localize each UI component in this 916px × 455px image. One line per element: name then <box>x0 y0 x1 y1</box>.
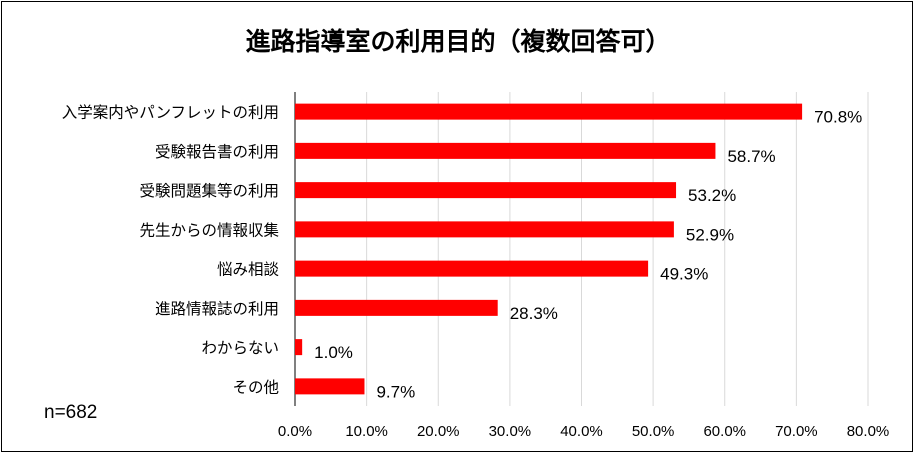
chart-title: 進路指導室の利用目的（複数回答可） <box>245 27 671 56</box>
bar <box>295 378 365 395</box>
data-label: 28.3% <box>510 304 558 323</box>
x-tick-label: 30.0% <box>489 423 532 440</box>
data-label: 70.8% <box>814 108 862 127</box>
sample-size-note: n=682 <box>44 402 98 423</box>
category-label: わからない <box>201 339 279 357</box>
bar <box>295 339 303 356</box>
bar <box>295 142 716 159</box>
category-label: 受験報告書の利用 <box>155 143 279 161</box>
category-label: 悩み相談 <box>217 261 279 279</box>
x-tick-label: 50.0% <box>632 423 675 440</box>
x-tick-label: 70.0% <box>775 423 818 440</box>
data-label: 9.7% <box>376 382 415 401</box>
bar <box>295 260 649 277</box>
data-label: 1.0% <box>314 343 353 362</box>
x-tick-label: 20.0% <box>417 423 460 440</box>
x-tick-label: 10.0% <box>345 423 388 440</box>
category-label: 受験問題集等の利用 <box>139 182 279 200</box>
data-label: 52.9% <box>686 225 734 244</box>
category-label: その他 <box>232 378 279 396</box>
x-tick-label: 40.0% <box>560 423 603 440</box>
bar <box>295 221 674 238</box>
category-label: 先生からの情報収集 <box>139 221 279 239</box>
data-label: 53.2% <box>688 186 736 205</box>
x-tick-label: 60.0% <box>703 423 746 440</box>
category-label: 入学案内やパンフレットの利用 <box>62 104 279 122</box>
x-tick-label: 0.0% <box>278 423 312 440</box>
bar <box>295 299 498 316</box>
data-label: 58.7% <box>727 147 775 166</box>
x-tick-label: 80.0% <box>847 423 890 440</box>
category-label: 進路情報誌の利用 <box>155 300 279 318</box>
bar <box>295 182 677 199</box>
bar <box>295 103 803 120</box>
data-label: 49.3% <box>660 265 708 284</box>
